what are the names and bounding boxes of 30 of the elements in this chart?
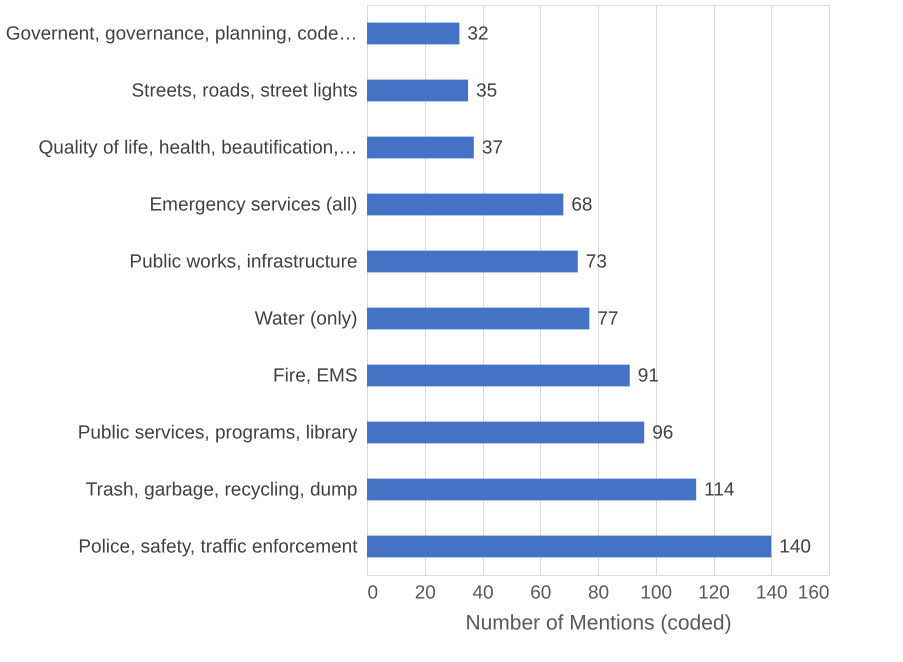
data-label: 32 — [467, 24, 489, 44]
y-tick-label: Police, safety, traffic enforcement — [78, 536, 358, 558]
x-axis-title: Number of Mentions (coded) — [465, 612, 732, 634]
x-tick-label: 100 — [640, 582, 672, 604]
data-label: 37 — [482, 138, 503, 158]
x-tick-label: 60 — [530, 582, 552, 604]
x-tick-label: 80 — [588, 582, 610, 604]
y-tick-label: Public services, programs, library — [78, 422, 358, 444]
x-tick-label: 160 — [798, 582, 830, 604]
data-label: 140 — [779, 536, 811, 558]
y-tick-label: Emergency services (all) — [150, 194, 358, 216]
data-label: 91 — [638, 366, 659, 386]
y-tick-label: Governent, governance, planning, code… — [6, 24, 358, 44]
y-tick-label: Trash, garbage, recycling, dump — [86, 480, 358, 500]
x-tick-label: 0 — [368, 582, 378, 604]
y-tick-label: Streets, roads, street lights — [132, 80, 358, 102]
x-tick-label: 140 — [756, 582, 788, 604]
data-label: 77 — [597, 308, 618, 330]
data-label: 35 — [476, 80, 498, 102]
data-label: 73 — [586, 252, 607, 272]
y-tick-label: Fire, EMS — [273, 366, 358, 386]
data-label: 114 — [704, 480, 735, 500]
data-label: 68 — [571, 194, 592, 216]
y-tick-label: Quality of life, health, beautification,… — [38, 138, 358, 158]
x-tick-label: 40 — [472, 582, 494, 604]
x-tick-label: 120 — [698, 582, 730, 604]
x-tick-label: 20 — [414, 582, 436, 604]
y-tick-label: Water (only) — [254, 308, 358, 330]
data-label: 96 — [652, 422, 674, 444]
y-tick-label: Public works, infrastructure — [129, 252, 358, 272]
